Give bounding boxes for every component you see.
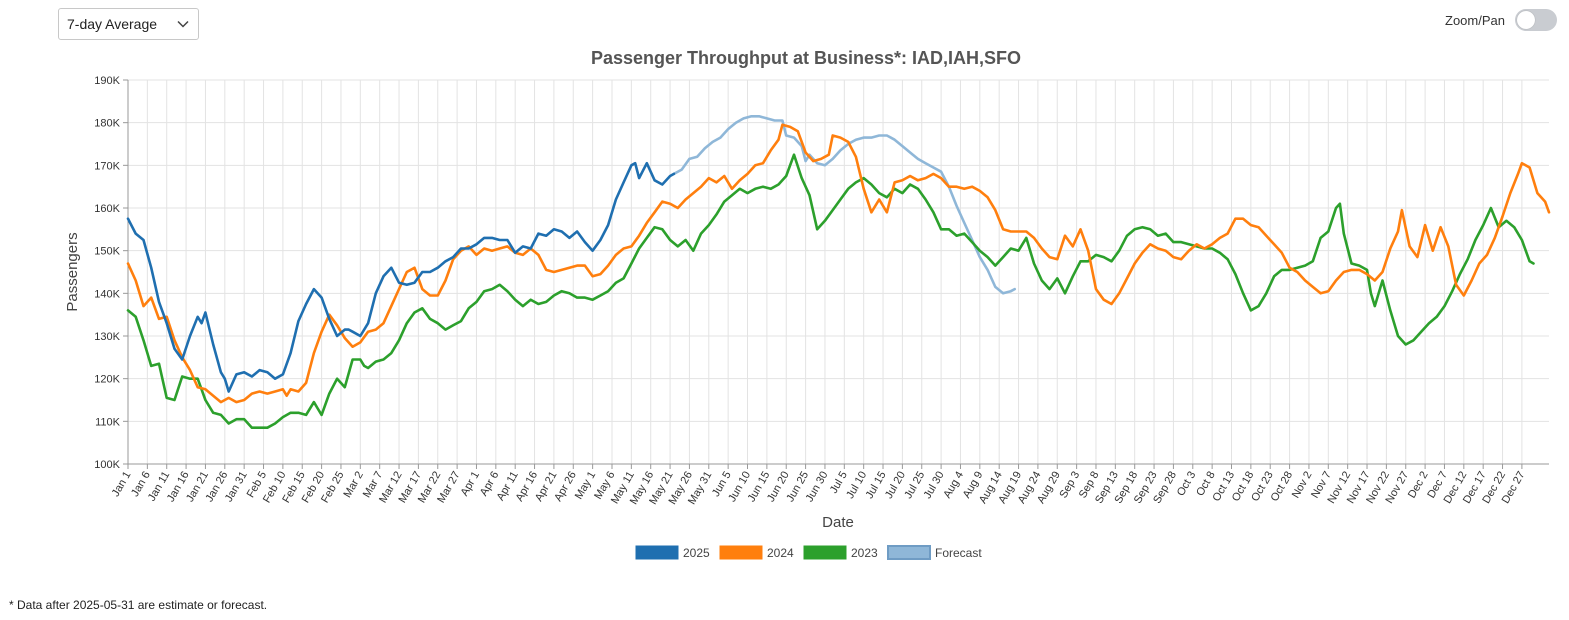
legend-label-forecast[interactable]: Forecast [935, 546, 982, 560]
footnote: * Data after 2025-05-31 are estimate or … [9, 598, 268, 612]
legend-label-2025[interactable]: 2025 [683, 546, 710, 560]
y-tick-label: 110K [95, 416, 121, 428]
y-axis-title: Passengers [64, 232, 81, 311]
y-tick-label: 100K [94, 459, 120, 471]
legend-swatch-2023[interactable] [803, 545, 847, 560]
legend-swatch-forecast[interactable] [887, 545, 931, 560]
series-line-2023 [126, 153, 1535, 430]
x-axis-title: Date [822, 514, 854, 531]
y-tick-label: 150K [94, 246, 120, 258]
legend-swatch-2024[interactable] [719, 545, 763, 560]
zoom-pan-toggle-knob [1517, 11, 1535, 29]
y-tick-label: 130K [94, 331, 120, 343]
average-select-value: 7-day Average [67, 16, 158, 32]
y-tick-label: 160K [94, 203, 120, 215]
legend-label-2024[interactable]: 2024 [767, 546, 794, 560]
chart-title: Passenger Throughput at Business*: IAD,I… [591, 48, 1021, 68]
chart-legend: 2025 2024 2023 Forecast [635, 545, 982, 560]
x-tick-label: Apr 1 [459, 470, 483, 499]
legend-swatch-2025[interactable] [635, 545, 679, 560]
zoom-pan-control: Zoom/Pan [1445, 9, 1557, 31]
y-tick-label: 140K [94, 288, 120, 300]
y-tick-label: 170K [94, 160, 120, 172]
zoom-pan-toggle[interactable] [1515, 9, 1557, 31]
series-line-forecast [672, 115, 1017, 295]
y-tick-label: 190K [94, 75, 120, 87]
x-tick-label: Oct 3 [1175, 470, 1199, 499]
throughput-chart: 100K 110K 120K 130K 140K 150K 160K 170K 180K 190K… [64, 48, 1551, 560]
legend-label-2023[interactable]: 2023 [851, 546, 878, 560]
chevron-down-icon [177, 20, 189, 28]
chart-series [126, 115, 1551, 430]
series-line-2025 [126, 161, 676, 393]
series-line-2024 [126, 123, 1551, 404]
y-tick-label: 120K [94, 374, 120, 386]
y-tick-label: 180K [94, 118, 120, 130]
zoom-pan-label: Zoom/Pan [1445, 12, 1505, 28]
average-select[interactable]: 7-day Average [58, 8, 199, 40]
